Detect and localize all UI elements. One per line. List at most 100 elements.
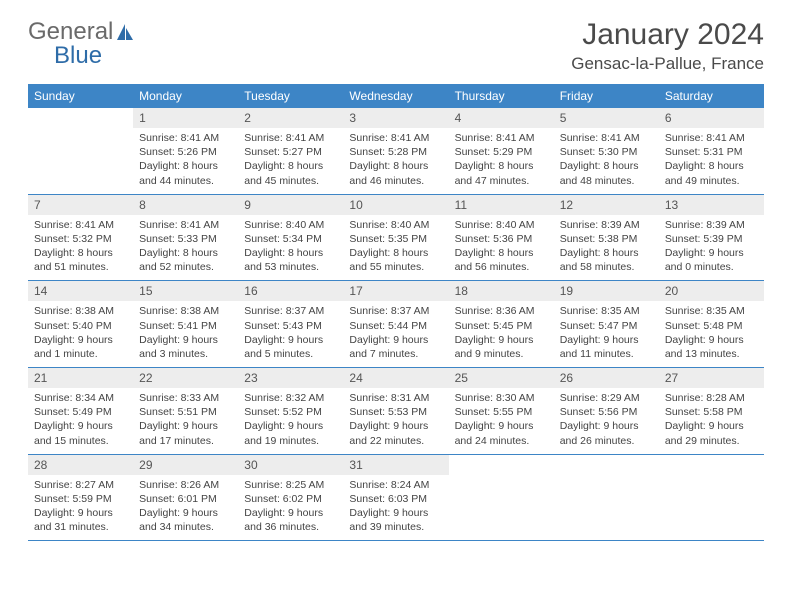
sunrise-text: Sunrise: 8:35 AM [665, 304, 758, 318]
day-details: Sunrise: 8:41 AMSunset: 5:26 PMDaylight:… [133, 128, 238, 194]
day-cell: 17Sunrise: 8:37 AMSunset: 5:44 PMDayligh… [343, 281, 448, 367]
daylight-text: Daylight: 9 hours and 5 minutes. [244, 333, 337, 361]
day-details: Sunrise: 8:41 AMSunset: 5:33 PMDaylight:… [133, 215, 238, 281]
day-number: 30 [238, 455, 343, 475]
weekday-header: Wednesday [343, 84, 448, 108]
sunrise-text: Sunrise: 8:25 AM [244, 478, 337, 492]
day-cell: 18Sunrise: 8:36 AMSunset: 5:45 PMDayligh… [449, 281, 554, 367]
sunrise-text: Sunrise: 8:33 AM [139, 391, 232, 405]
sunset-text: Sunset: 6:02 PM [244, 492, 337, 506]
sunset-text: Sunset: 5:51 PM [139, 405, 232, 419]
day-details: Sunrise: 8:37 AMSunset: 5:44 PMDaylight:… [343, 301, 448, 367]
day-cell: 27Sunrise: 8:28 AMSunset: 5:58 PMDayligh… [659, 368, 764, 454]
day-cell: 23Sunrise: 8:32 AMSunset: 5:52 PMDayligh… [238, 368, 343, 454]
day-number: 18 [449, 281, 554, 301]
day-cell: 4Sunrise: 8:41 AMSunset: 5:29 PMDaylight… [449, 108, 554, 194]
sunset-text: Sunset: 5:53 PM [349, 405, 442, 419]
weekday-header: Sunday [28, 84, 133, 108]
sunrise-text: Sunrise: 8:32 AM [244, 391, 337, 405]
sunrise-text: Sunrise: 8:27 AM [34, 478, 127, 492]
week-row: 7Sunrise: 8:41 AMSunset: 5:32 PMDaylight… [28, 195, 764, 282]
sunrise-text: Sunrise: 8:36 AM [455, 304, 548, 318]
day-cell: 20Sunrise: 8:35 AMSunset: 5:48 PMDayligh… [659, 281, 764, 367]
weekday-header: Thursday [449, 84, 554, 108]
day-cell: 25Sunrise: 8:30 AMSunset: 5:55 PMDayligh… [449, 368, 554, 454]
day-cell: 12Sunrise: 8:39 AMSunset: 5:38 PMDayligh… [554, 195, 659, 281]
daylight-text: Daylight: 9 hours and 34 minutes. [139, 506, 232, 534]
day-details: Sunrise: 8:41 AMSunset: 5:32 PMDaylight:… [28, 215, 133, 281]
day-cell: 22Sunrise: 8:33 AMSunset: 5:51 PMDayligh… [133, 368, 238, 454]
sunset-text: Sunset: 6:03 PM [349, 492, 442, 506]
day-cell: 15Sunrise: 8:38 AMSunset: 5:41 PMDayligh… [133, 281, 238, 367]
day-details: Sunrise: 8:39 AMSunset: 5:38 PMDaylight:… [554, 215, 659, 281]
day-details: Sunrise: 8:27 AMSunset: 5:59 PMDaylight:… [28, 475, 133, 541]
day-details: Sunrise: 8:26 AMSunset: 6:01 PMDaylight:… [133, 475, 238, 541]
day-details: Sunrise: 8:30 AMSunset: 5:55 PMDaylight:… [449, 388, 554, 454]
sunrise-text: Sunrise: 8:28 AM [665, 391, 758, 405]
day-details: Sunrise: 8:31 AMSunset: 5:53 PMDaylight:… [343, 388, 448, 454]
sunrise-text: Sunrise: 8:39 AM [560, 218, 653, 232]
day-cell: 7Sunrise: 8:41 AMSunset: 5:32 PMDaylight… [28, 195, 133, 281]
sunrise-text: Sunrise: 8:40 AM [244, 218, 337, 232]
day-cell: 13Sunrise: 8:39 AMSunset: 5:39 PMDayligh… [659, 195, 764, 281]
sunset-text: Sunset: 5:40 PM [34, 319, 127, 333]
daylight-text: Daylight: 8 hours and 51 minutes. [34, 246, 127, 274]
sunrise-text: Sunrise: 8:29 AM [560, 391, 653, 405]
sunrise-text: Sunrise: 8:26 AM [139, 478, 232, 492]
sunset-text: Sunset: 5:43 PM [244, 319, 337, 333]
day-details: Sunrise: 8:40 AMSunset: 5:36 PMDaylight:… [449, 215, 554, 281]
day-number: 16 [238, 281, 343, 301]
day-number: 5 [554, 108, 659, 128]
daylight-text: Daylight: 9 hours and 19 minutes. [244, 419, 337, 447]
sunset-text: Sunset: 5:30 PM [560, 145, 653, 159]
daylight-text: Daylight: 9 hours and 0 minutes. [665, 246, 758, 274]
sunrise-text: Sunrise: 8:31 AM [349, 391, 442, 405]
day-number: 23 [238, 368, 343, 388]
day-details: Sunrise: 8:33 AMSunset: 5:51 PMDaylight:… [133, 388, 238, 454]
day-number: 10 [343, 195, 448, 215]
sunrise-text: Sunrise: 8:41 AM [349, 131, 442, 145]
weekday-header: Friday [554, 84, 659, 108]
day-cell: 16Sunrise: 8:37 AMSunset: 5:43 PMDayligh… [238, 281, 343, 367]
sunset-text: Sunset: 6:01 PM [139, 492, 232, 506]
day-details: Sunrise: 8:36 AMSunset: 5:45 PMDaylight:… [449, 301, 554, 367]
day-number: 8 [133, 195, 238, 215]
sunrise-text: Sunrise: 8:41 AM [665, 131, 758, 145]
sunset-text: Sunset: 5:29 PM [455, 145, 548, 159]
day-cell: 26Sunrise: 8:29 AMSunset: 5:56 PMDayligh… [554, 368, 659, 454]
day-details: Sunrise: 8:34 AMSunset: 5:49 PMDaylight:… [28, 388, 133, 454]
day-details: Sunrise: 8:40 AMSunset: 5:34 PMDaylight:… [238, 215, 343, 281]
day-cell: 30 Sunrise: 8:25 AMSunset: 6:02 PMDayligh… [238, 455, 343, 541]
sunset-text: Sunset: 5:31 PM [665, 145, 758, 159]
day-cell [28, 108, 133, 194]
day-cell: 21Sunrise: 8:34 AMSunset: 5:49 PMDayligh… [28, 368, 133, 454]
daylight-text: Daylight: 8 hours and 44 minutes. [139, 159, 232, 187]
sunrise-text: Sunrise: 8:24 AM [349, 478, 442, 492]
day-number: 27 [659, 368, 764, 388]
day-details: Sunrise: 8:28 AMSunset: 5:58 PMDaylight:… [659, 388, 764, 454]
daylight-text: Daylight: 9 hours and 7 minutes. [349, 333, 442, 361]
day-cell: 29Sunrise: 8:26 AMSunset: 6:01 PMDayligh… [133, 455, 238, 541]
weekday-header: Tuesday [238, 84, 343, 108]
day-details: Sunrise: 8:41 AMSunset: 5:31 PMDaylight:… [659, 128, 764, 194]
sunrise-text: Sunrise: 8:34 AM [34, 391, 127, 405]
daylight-text: Daylight: 9 hours and 15 minutes. [34, 419, 127, 447]
weekday-header: Monday [133, 84, 238, 108]
day-cell: 28Sunrise: 8:27 AMSunset: 5:59 PMDayligh… [28, 455, 133, 541]
daylight-text: Daylight: 8 hours and 52 minutes. [139, 246, 232, 274]
day-details: Sunrise: 8:35 AMSunset: 5:47 PMDaylight:… [554, 301, 659, 367]
day-number: 1 [133, 108, 238, 128]
sunset-text: Sunset: 5:33 PM [139, 232, 232, 246]
daylight-text: Daylight: 9 hours and 11 minutes. [560, 333, 653, 361]
day-cell: 14Sunrise: 8:38 AMSunset: 5:40 PMDayligh… [28, 281, 133, 367]
daylight-text: Daylight: 9 hours and 36 minutes. [244, 506, 337, 534]
daylight-text: Daylight: 8 hours and 49 minutes. [665, 159, 758, 187]
daylight-text: Daylight: 8 hours and 47 minutes. [455, 159, 548, 187]
sunrise-text: Sunrise: 8:41 AM [560, 131, 653, 145]
sunset-text: Sunset: 5:48 PM [665, 319, 758, 333]
day-cell: 19Sunrise: 8:35 AMSunset: 5:47 PMDayligh… [554, 281, 659, 367]
sunset-text: Sunset: 5:38 PM [560, 232, 653, 246]
day-number: 9 [238, 195, 343, 215]
sunset-text: Sunset: 5:47 PM [560, 319, 653, 333]
week-row: 1Sunrise: 8:41 AMSunset: 5:26 PMDaylight… [28, 108, 764, 195]
